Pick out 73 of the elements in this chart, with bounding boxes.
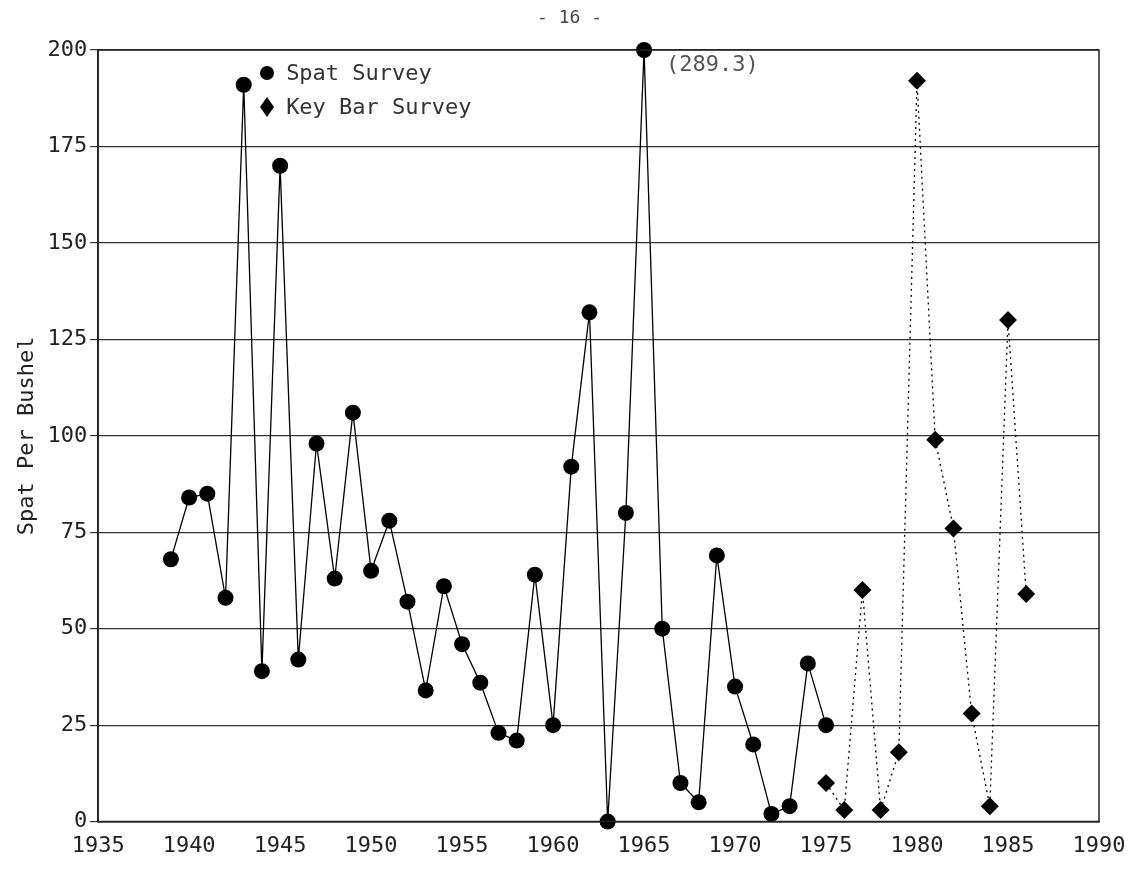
point xyxy=(944,519,963,538)
point xyxy=(999,311,1018,330)
point xyxy=(617,504,634,521)
y-tick-label: 200 xyxy=(47,35,88,61)
y-tick-label: 100 xyxy=(47,421,88,447)
point xyxy=(490,724,507,741)
point xyxy=(853,581,872,600)
x-tick-label: 1955 xyxy=(435,831,489,857)
point xyxy=(272,157,289,174)
point xyxy=(799,655,816,672)
y-tick-label: 50 xyxy=(60,614,88,640)
point xyxy=(181,489,198,506)
x-tick-label: 1965 xyxy=(617,831,671,857)
point xyxy=(526,566,543,583)
point xyxy=(727,678,744,695)
point xyxy=(818,717,835,734)
point xyxy=(908,71,927,90)
y-tick-label: 0 xyxy=(73,807,88,833)
point xyxy=(399,593,416,610)
point xyxy=(326,570,343,587)
legend-label: Key Bar Survey xyxy=(286,93,472,121)
x-tick-label: 1980 xyxy=(890,831,944,857)
point xyxy=(763,805,780,822)
x-tick-label: 1990 xyxy=(1072,831,1126,857)
point xyxy=(563,458,580,475)
point xyxy=(290,651,307,668)
point xyxy=(926,430,945,449)
point xyxy=(835,801,854,820)
point xyxy=(472,674,489,691)
point xyxy=(308,435,325,452)
x-tick-label: 1940 xyxy=(162,831,216,857)
point xyxy=(435,578,452,595)
point xyxy=(962,704,981,723)
point xyxy=(508,732,525,749)
point xyxy=(871,801,890,820)
point xyxy=(745,736,762,753)
point xyxy=(363,562,380,579)
text: - 16 - xyxy=(536,6,603,27)
x-tick-label: 1960 xyxy=(526,831,580,857)
x-tick-label: 1935 xyxy=(71,831,125,857)
x-tick-label: 1950 xyxy=(344,831,398,857)
point xyxy=(690,794,707,811)
y-tick-label: 75 xyxy=(60,517,88,543)
point xyxy=(781,798,798,815)
point xyxy=(253,663,270,680)
point xyxy=(199,485,216,502)
point xyxy=(1017,584,1036,603)
point xyxy=(980,797,999,816)
point xyxy=(654,620,671,637)
point xyxy=(581,304,598,321)
point xyxy=(708,547,725,564)
y-tick-label: 125 xyxy=(47,325,88,351)
point xyxy=(817,774,836,793)
point xyxy=(217,589,234,606)
x-tick-label: 1970 xyxy=(708,831,762,857)
point xyxy=(417,682,434,699)
x-tick-label: 1985 xyxy=(981,831,1035,857)
point xyxy=(672,775,689,792)
point xyxy=(545,717,562,734)
point xyxy=(381,512,398,529)
x-tick-label: 1975 xyxy=(799,831,853,857)
point xyxy=(344,404,361,421)
point xyxy=(454,636,471,653)
y-tick-label: 150 xyxy=(47,228,88,254)
y-axis-title: Spat Per Bushel xyxy=(12,336,38,536)
point xyxy=(162,551,179,568)
y-tick-label: 25 xyxy=(60,710,88,736)
annotation: (289.3) xyxy=(666,50,759,76)
point xyxy=(889,743,908,762)
point xyxy=(235,76,252,93)
y-tick-label: 175 xyxy=(47,132,88,158)
legend-label: Spat Survey xyxy=(286,59,432,87)
x-tick-label: 1945 xyxy=(253,831,307,857)
